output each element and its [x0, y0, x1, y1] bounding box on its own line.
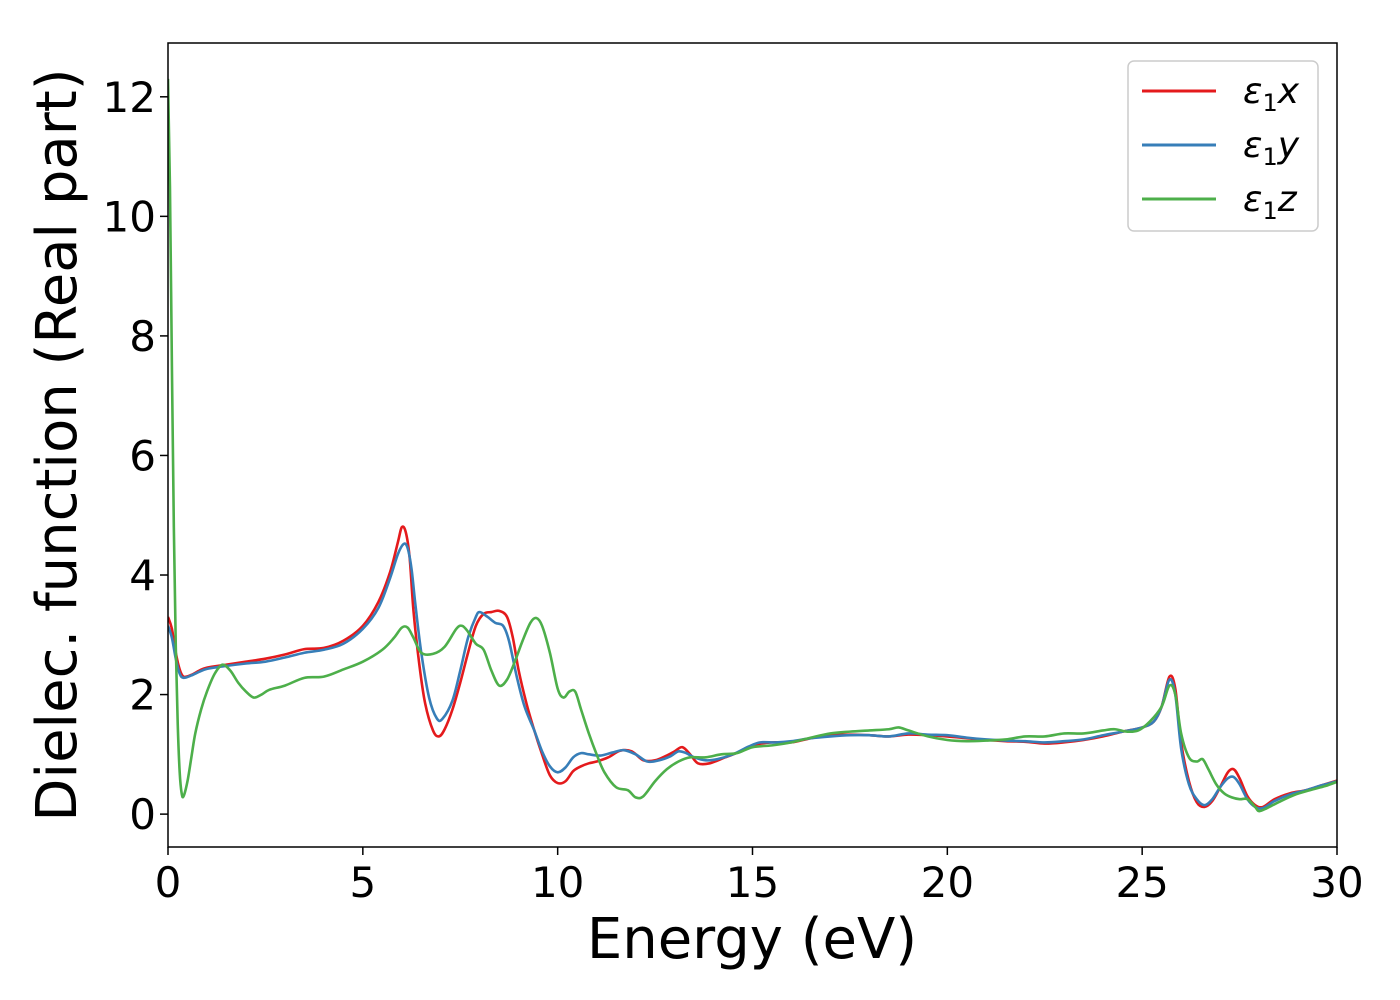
legend: ε1x ε1y ε1z — [1127, 60, 1319, 232]
x-tick-label: 30 — [1310, 858, 1363, 907]
series-line-y — [168, 542, 1337, 810]
x-tick-label: 25 — [1115, 858, 1168, 907]
x-tick-label: 10 — [531, 858, 584, 907]
y-tick-label: 4 — [129, 551, 156, 600]
legend-label-y: ε1y — [1243, 125, 1300, 171]
series-line-x — [168, 525, 1337, 809]
x-axis-title: Energy (eV) — [587, 907, 917, 972]
legend-frame — [1127, 60, 1319, 232]
y-tick-label: 2 — [129, 671, 156, 720]
legend-label-z: ε1z — [1243, 179, 1298, 225]
y-axis-title: Dielec. function (Real part) — [25, 68, 90, 821]
legend-label-x: ε1x — [1243, 71, 1300, 117]
x-tick-label: 0 — [155, 858, 182, 907]
x-tick-label: 5 — [349, 858, 376, 907]
series-layer — [168, 78, 1337, 813]
y-tick-label: 0 — [129, 790, 156, 839]
x-tick-label: 20 — [921, 858, 974, 907]
y-tick-label: 6 — [129, 431, 156, 480]
y-axis: 0 2 4 6 8 10 12 — [103, 73, 168, 839]
y-tick-label: 8 — [129, 312, 156, 361]
y-tick-label: 12 — [103, 73, 156, 122]
y-tick-label: 10 — [103, 192, 156, 241]
x-axis: 0 5 10 15 20 25 30 — [155, 847, 1364, 907]
x-tick-label: 15 — [726, 858, 779, 907]
series-line-z — [168, 78, 1337, 813]
